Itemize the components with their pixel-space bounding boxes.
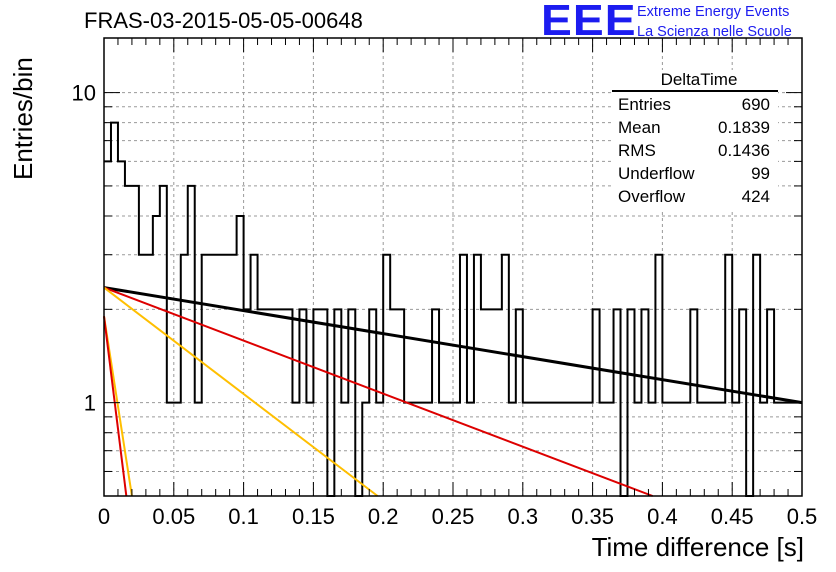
x-tick-label: 0	[98, 504, 110, 529]
x-tick-label: 0.4	[647, 504, 678, 529]
fit-curves	[103, 286, 803, 497]
stats-value: 0.1839	[718, 118, 770, 137]
x-tick-label: 0.25	[432, 504, 475, 529]
stats-value: 99	[751, 164, 770, 183]
stats-label: Overflow	[618, 187, 686, 206]
x-tick-label: 0.5	[787, 504, 818, 529]
stats-value: 690	[742, 95, 770, 114]
stats-label: Mean	[618, 118, 661, 137]
x-tick-label: 0.2	[368, 504, 399, 529]
fit-curve	[103, 316, 128, 497]
histogram	[104, 121, 802, 497]
x-tick-label: 0.1	[228, 504, 259, 529]
x-axis-label: Time difference [s]	[591, 532, 804, 562]
y-tick-label: 1	[84, 391, 96, 416]
stats-label: Entries	[618, 95, 671, 114]
x-tick-label: 0.45	[711, 504, 754, 529]
stats-title: DeltaTime	[661, 70, 738, 89]
stats-label: Underflow	[618, 164, 695, 183]
x-tick-label: 0.15	[292, 504, 335, 529]
fit-curve	[103, 286, 379, 497]
fit-curve	[103, 286, 653, 497]
plot-title: FRAS-03-2015-05-05-00648	[84, 8, 363, 33]
histogram-series	[104, 121, 802, 497]
stats-label: RMS	[618, 141, 656, 160]
eee-logo-line1: Extreme Energy Events	[637, 4, 790, 20]
stats-background	[612, 70, 778, 210]
stats-value: 424	[742, 187, 770, 206]
stats-value: 0.1436	[718, 141, 770, 160]
eee-logo-line2: La Scienza nelle Scuole	[637, 24, 792, 40]
fit-curve	[103, 286, 803, 405]
x-tick-label: 0.05	[152, 504, 195, 529]
x-tick-label: 0.35	[571, 504, 614, 529]
stats-box: DeltaTime Entries 690 Mean 0.1839 RMS 0.1436 Un…	[612, 70, 778, 210]
x-tick-label: 0.3	[508, 504, 539, 529]
y-tick-label: 10	[72, 81, 96, 106]
axes: 0 0.05 0.1 0.15 0.2 0.25 0.3 0.35 0.4 0.45 0.5 1 10	[72, 37, 818, 529]
